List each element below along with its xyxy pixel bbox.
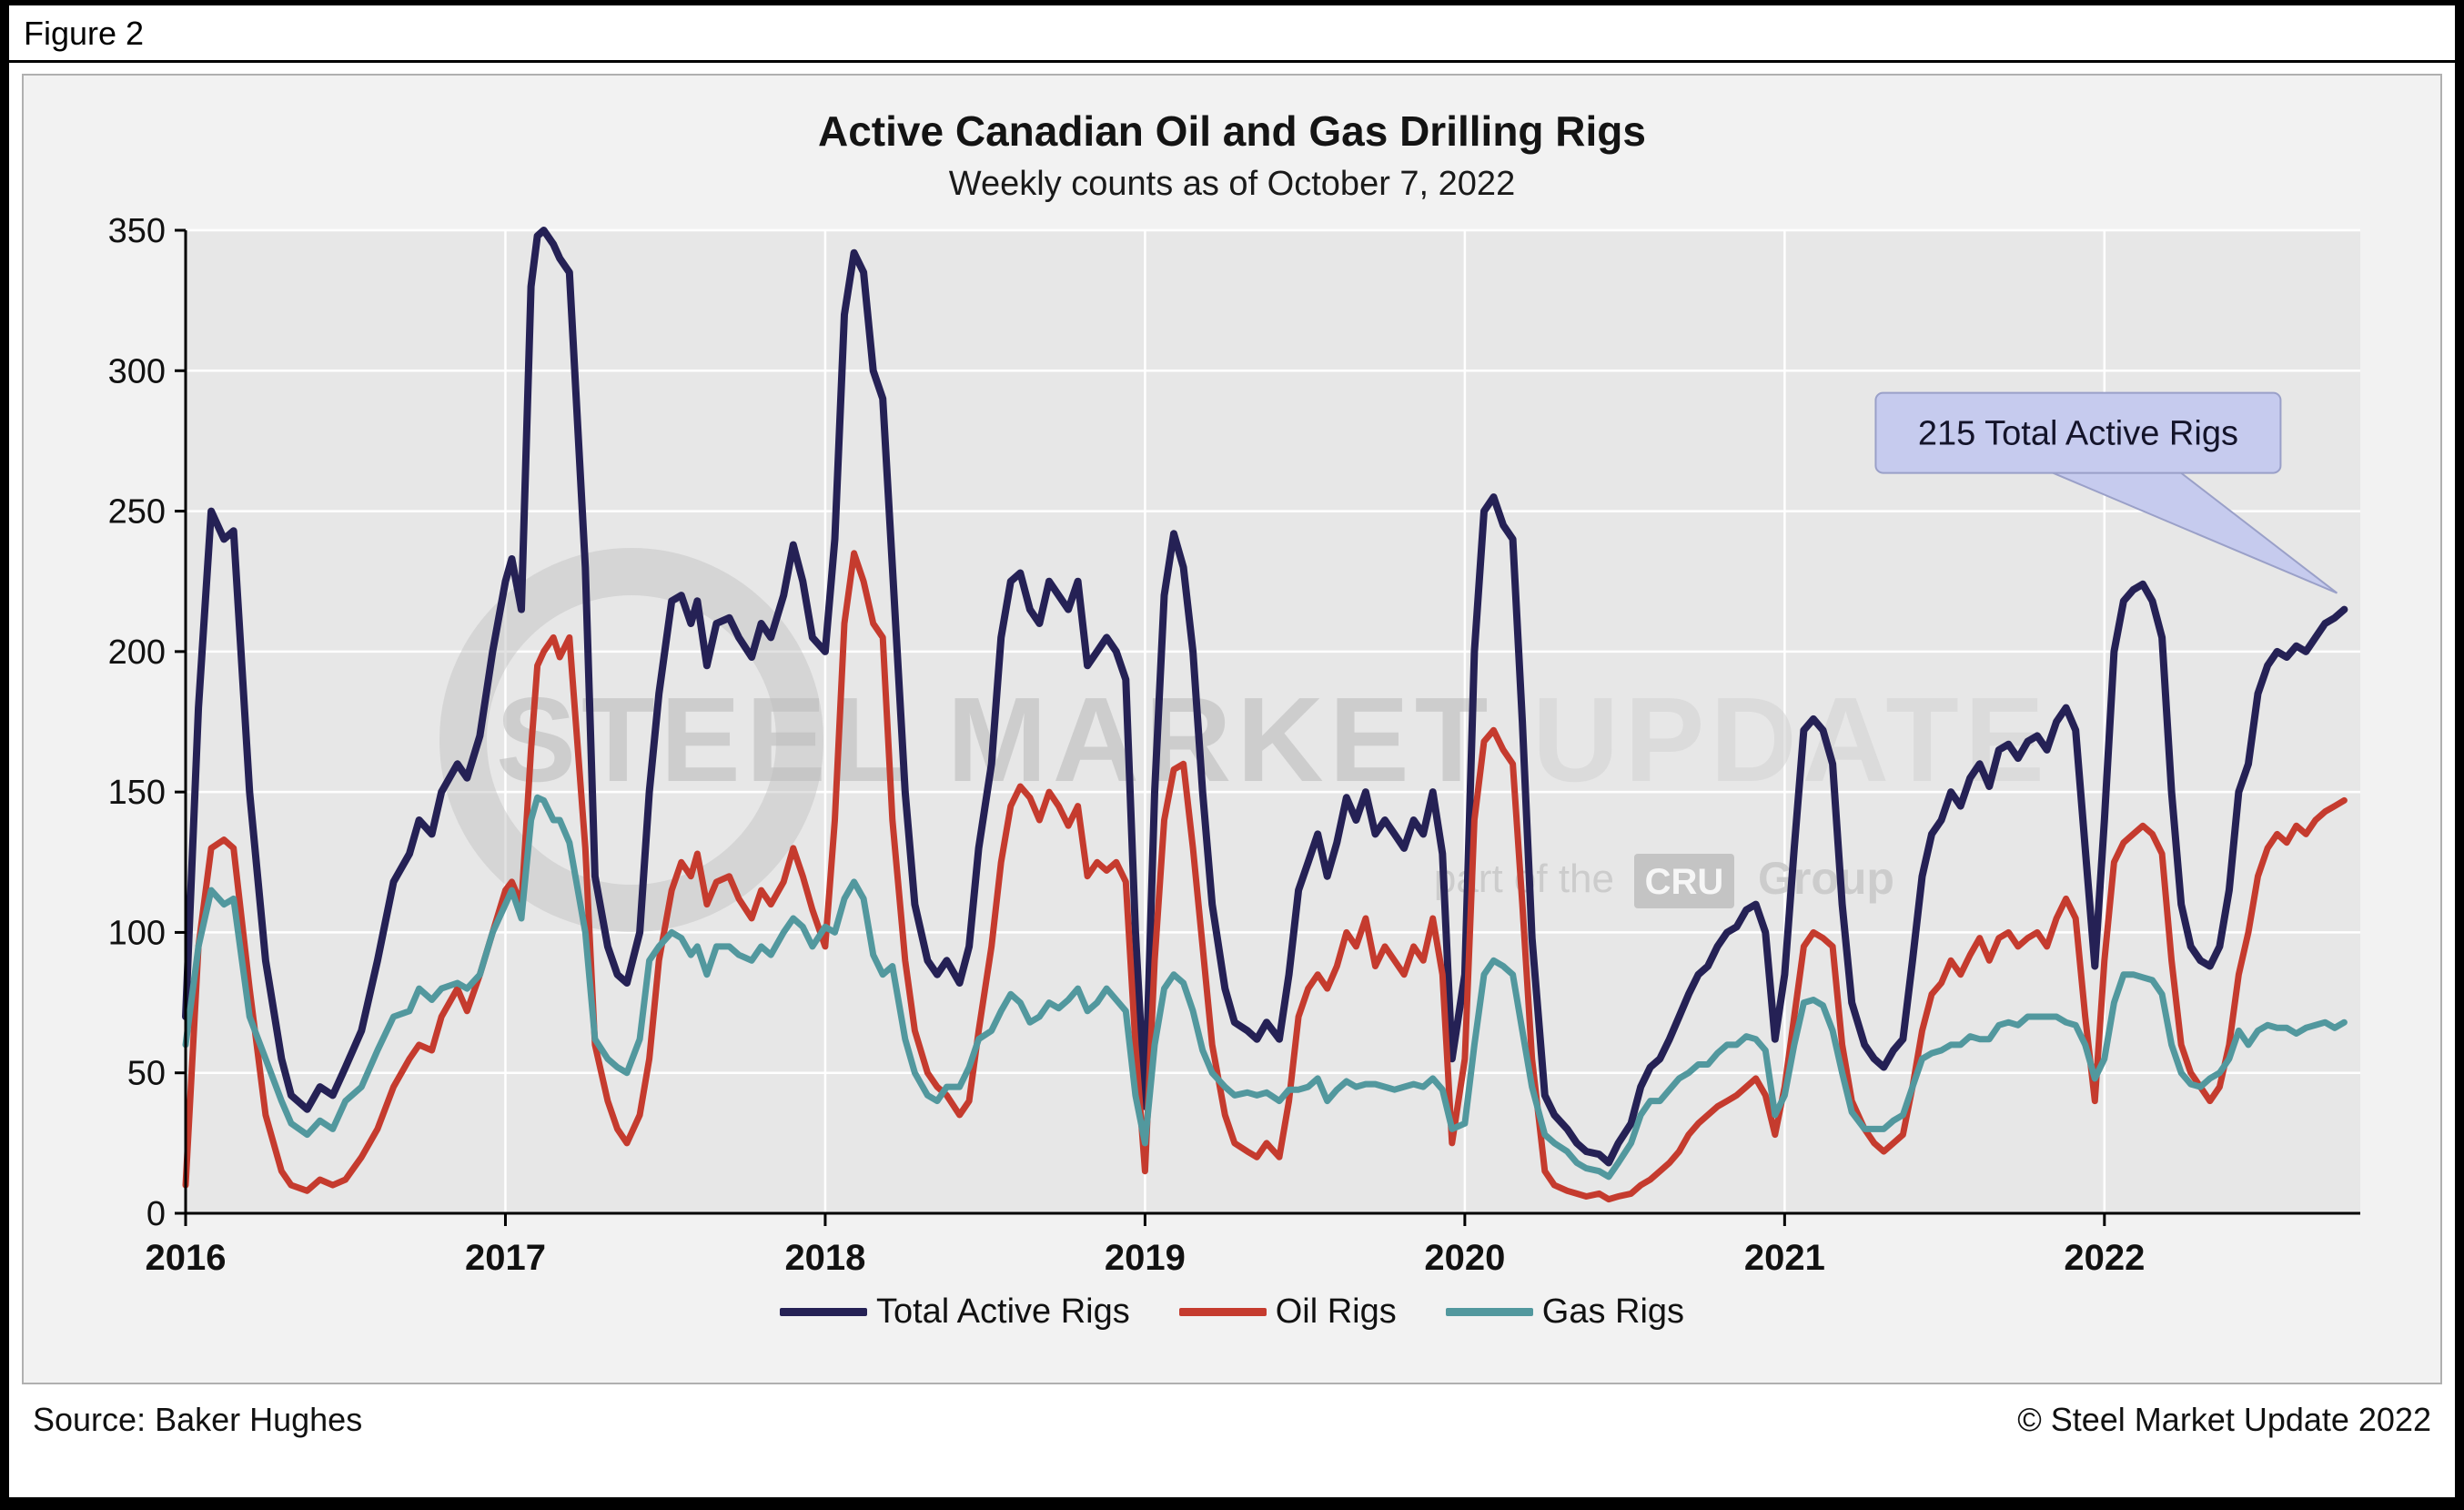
legend-label: Total Active Rigs bbox=[875, 1292, 1130, 1331]
x-tick-label: 2022 bbox=[2064, 1238, 2145, 1278]
legend-item-oil-rigs: Oil Rigs bbox=[1178, 1292, 1397, 1332]
legend-swatch bbox=[1178, 1308, 1267, 1316]
y-tick-label: 300 bbox=[108, 352, 166, 390]
watermark-title: STEEL MARKET UPDATE bbox=[496, 673, 2050, 806]
copyright-label: © Steel Market Update 2022 bbox=[2017, 1401, 2431, 1438]
watermark-swoosh-icon bbox=[439, 548, 823, 932]
legend-label: Gas Rigs bbox=[1541, 1292, 1685, 1331]
y-tick-label: 100 bbox=[108, 914, 166, 952]
x-tick-label: 2016 bbox=[146, 1238, 227, 1278]
x-tick-label: 2017 bbox=[465, 1238, 546, 1278]
series-line-gas-rigs bbox=[182, 794, 2348, 1181]
source-label: Source: Baker Hughes bbox=[33, 1401, 363, 1438]
chart-card: Active Canadian Oil and Gas Drilling Rig… bbox=[22, 74, 2442, 1384]
y-tick-label: 0 bbox=[146, 1195, 166, 1233]
x-tick-label: 2021 bbox=[1744, 1238, 1825, 1278]
legend-item-gas-rigs: Gas Rigs bbox=[1445, 1292, 1685, 1332]
y-tick-label: 150 bbox=[108, 774, 166, 812]
legend-label: Oil Rigs bbox=[1275, 1292, 1397, 1331]
footer: Source: Baker Hughes © Steel Market Upda… bbox=[33, 1401, 2431, 1439]
legend-item-total-active-rigs: Total Active Rigs bbox=[779, 1292, 1130, 1332]
x-tick-label: 2018 bbox=[784, 1238, 865, 1278]
chart-title: Active Canadian Oil and Gas Drilling Rig… bbox=[818, 107, 1646, 155]
watermark-subtitle-suffix: Group bbox=[1758, 853, 1894, 904]
y-tick-label: 250 bbox=[108, 493, 166, 532]
page: Figure 2 Active Canadian Oil and Gas Dri… bbox=[9, 5, 2455, 1497]
chart-legend: Total Active Rigs Oil Rigs Gas Rigs bbox=[24, 1292, 2440, 1332]
annotation-callout: 215 Total Active Rigs bbox=[1874, 391, 2338, 594]
gridlines bbox=[184, 228, 2360, 1213]
x-tick-label: 2020 bbox=[1424, 1238, 1505, 1278]
figure-label: Figure 2 bbox=[24, 15, 145, 52]
watermark-cru-label: CRU bbox=[1645, 862, 1724, 902]
watermark-cru-box bbox=[1634, 854, 1734, 908]
chart-subtitle: Weekly counts as of October 7, 2022 bbox=[948, 165, 1516, 203]
top-rule bbox=[9, 60, 2455, 63]
y-tick-label: 350 bbox=[108, 217, 166, 250]
legend-swatch bbox=[1445, 1308, 1533, 1316]
y-tick-label: 50 bbox=[127, 1055, 166, 1093]
series-line-total-active-rigs bbox=[182, 227, 2348, 1167]
y-tick-label: 200 bbox=[108, 633, 166, 672]
legend-swatch bbox=[779, 1308, 867, 1316]
annotation-label: 215 Total Active Rigs bbox=[1918, 415, 2238, 453]
x-tick-label: 2019 bbox=[1105, 1238, 1186, 1278]
series-line-oil-rigs bbox=[182, 550, 2348, 1203]
annotation-box bbox=[1874, 391, 2282, 474]
axes: 2016 2017 2018 2019 2020 2021 2022 0 50 100 150 200… bbox=[108, 217, 2360, 1278]
